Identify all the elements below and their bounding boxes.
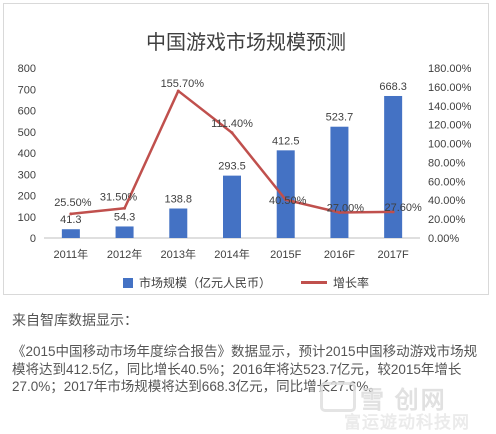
- watermark-line2: 富运遊动科技网: [344, 413, 470, 432]
- chart-title: 中国游戏市场规模预测: [146, 32, 346, 54]
- bar-data-label: 41.3: [60, 214, 81, 226]
- bar: [169, 208, 188, 238]
- source-text: 来自智库数据显示：: [12, 312, 138, 328]
- bar-data-label: 412.5: [272, 135, 300, 147]
- line-data-label: 25.50%: [54, 197, 92, 209]
- chart-svg: 0 100 200 300 400 500 600 700 800 0.00% 20.00% 40.0…: [18, 63, 472, 261]
- y-left-tick-label: 100: [18, 212, 36, 224]
- bar: [115, 226, 134, 238]
- growth-point: [230, 131, 234, 135]
- legend-bar-swatch: [122, 277, 133, 288]
- growth-point: [69, 212, 73, 216]
- watermark-logo-icon: [320, 382, 356, 412]
- watermark-line1: 雪 创网: [360, 387, 447, 414]
- y-left-tick-label: 800: [18, 63, 36, 75]
- y-left-tick-label: 300: [18, 169, 36, 181]
- legend-item-line: 增长率: [301, 274, 369, 291]
- x-tick-label: 2012年: [107, 247, 142, 261]
- y-left-tick-label: 0: [30, 233, 36, 245]
- y-right-tick-label: 180.00%: [428, 63, 472, 75]
- x-tick-label: 2017F: [378, 249, 409, 261]
- x-tick-label: 2014年: [214, 247, 249, 261]
- legend-line-label: 增长率: [333, 276, 370, 290]
- bar: [384, 95, 403, 238]
- legend-item-bar: 市场规模（亿元人民币）: [122, 274, 271, 291]
- bar: [61, 229, 80, 238]
- y-right-tick-label: 60.00%: [428, 176, 466, 188]
- line-data-label: 155.70%: [161, 78, 205, 90]
- y-right-tick-label: 80.00%: [428, 157, 466, 169]
- y-left-tick-label: 700: [18, 84, 36, 96]
- growth-point: [391, 210, 395, 214]
- y-left-tick-label: 500: [18, 127, 36, 139]
- x-tick-label: 2011年: [54, 247, 89, 261]
- y-left-tick-label: 600: [18, 106, 36, 118]
- y-right-tick-label: 0.00%: [428, 233, 459, 245]
- chart-container: 中国游戏市场规模预测 0 100 200 300 400 500 600 700 800 0.00…: [3, 3, 489, 295]
- y-right-tick-label: 140.00%: [428, 101, 472, 113]
- site-watermark: 雪 创网 富运遊动科技网: [316, 378, 492, 432]
- bar-data-label: 293.5: [218, 161, 246, 173]
- growth-point: [337, 211, 341, 214]
- legend-bar-label: 市场规模（亿元人民币）: [138, 276, 271, 290]
- line-data-label: 111.40%: [211, 118, 253, 130]
- y-right-tick-label: 20.00%: [428, 214, 466, 226]
- line-data-label: 40.50%: [269, 195, 307, 207]
- bar-data-label: 138.8: [165, 194, 193, 206]
- line-data-label: 27.60%: [384, 202, 422, 214]
- bar: [330, 126, 349, 238]
- bar-data-label: 523.7: [326, 112, 354, 124]
- chart-legend: 市场规模（亿元人民币） 增长率: [4, 274, 488, 291]
- x-tick-label: 2013年: [161, 247, 196, 261]
- y-left-tick-label: 200: [18, 191, 36, 203]
- line-data-label: 27.00%: [327, 203, 365, 215]
- y-left-tick-label: 400: [18, 148, 36, 160]
- y-right-tick-label: 120.00%: [428, 120, 472, 132]
- x-tick-label: 2015F: [270, 249, 301, 261]
- bar-data-label: 668.3: [379, 81, 407, 93]
- growth-point: [284, 198, 288, 202]
- legend-line-swatch: [301, 281, 327, 284]
- bar: [276, 150, 295, 238]
- report-paragraph: 《2015中国移动市场年度综合报告》数据显示，预计2015中国移动游戏市场规模将…: [12, 344, 478, 394]
- bar: [223, 175, 241, 238]
- growth-point: [123, 206, 127, 210]
- y-right-tick-label: 160.00%: [428, 82, 472, 94]
- line-data-label: 31.50%: [100, 191, 138, 203]
- bar-data-label: 54.3: [114, 211, 135, 223]
- growth-point: [176, 89, 180, 93]
- y-right-tick-label: 40.00%: [428, 195, 466, 207]
- y-right-tick-label: 100.00%: [428, 139, 472, 151]
- x-tick-label: 2016F: [324, 249, 355, 261]
